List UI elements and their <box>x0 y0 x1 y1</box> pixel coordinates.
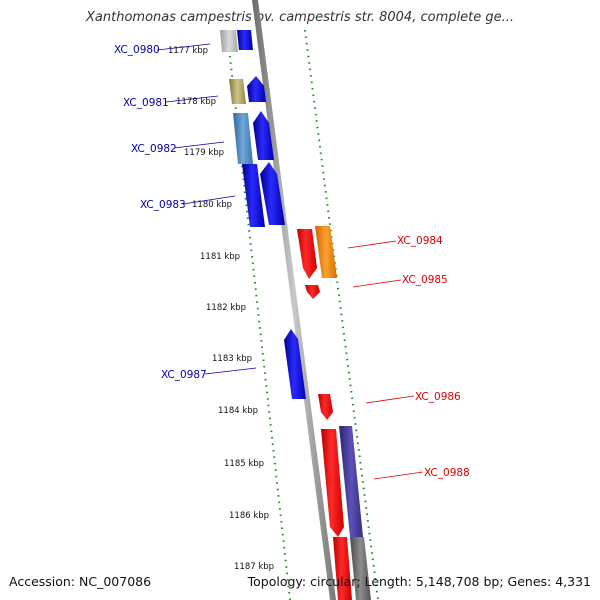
gene-xc0981-a <box>229 79 246 104</box>
tick-label: 1184 kbp <box>218 406 258 416</box>
gene-label: XC_0981 <box>123 97 169 109</box>
gene-xc0984-a <box>297 229 317 279</box>
tick-track-right <box>304 29 379 600</box>
gene-xc0983-b <box>260 162 285 225</box>
backbone <box>252 0 336 600</box>
tick-labels: 1177 kbp 1178 kbp 1179 kbp 1180 kbp 1181… <box>168 46 274 572</box>
gene-xc0987 <box>284 329 306 399</box>
tick-label: 1183 kbp <box>212 354 252 364</box>
topology-text: Topology: circular; Length: 5,148,708 bp… <box>247 574 591 589</box>
gene-xc0989 <box>333 537 352 600</box>
gene-xc0983-a <box>242 164 265 227</box>
gene-xc0988-c <box>350 537 371 600</box>
tick-label: 1186 kbp <box>229 511 269 521</box>
tick-label: 1178 kbp <box>176 97 216 107</box>
gene-label: XC_0980 <box>114 44 160 56</box>
tick-label: 1179 kbp <box>184 148 224 158</box>
gene-label: XC_0987 <box>161 369 207 381</box>
gene-label: XC_0988 <box>424 467 470 479</box>
accession-text: Accession: NC_007086 <box>9 574 152 589</box>
tick-label: 1185 kbp <box>224 459 264 469</box>
gene-xc0980 <box>237 30 253 50</box>
gene-xc0986 <box>318 394 333 420</box>
tick-label: 1187 kbp <box>234 562 274 572</box>
gene-xc0984-b <box>315 226 337 278</box>
tick-label: 1181 kbp <box>200 252 240 262</box>
gene-xc0988-b <box>339 426 363 537</box>
genome-title: Xanthomonas campestris pv. campestris st… <box>86 10 514 25</box>
tick-label: 1180 kbp <box>192 200 232 210</box>
gene-xc0985 <box>305 285 320 299</box>
right-gene-labels: XC_0984 XC_0985 XC_0986 XC_0988 <box>347 235 470 480</box>
gene-label: XC_0983 <box>140 199 186 211</box>
gene-label: XC_0985 <box>402 274 448 286</box>
left-gene-labels: XC_0980 XC_0981 XC_0982 XC_0983 XC_0987 <box>114 43 257 381</box>
gene-label: XC_0984 <box>397 235 443 247</box>
tick-label: 1177 kbp <box>168 46 208 56</box>
tick-track-left <box>226 29 291 600</box>
gene-xc0981-b <box>247 76 266 102</box>
gene-xc0988-a <box>321 429 344 537</box>
gene-xc0980-ncrna <box>220 30 238 52</box>
tick-label: 1182 kbp <box>206 303 246 313</box>
gene-label: XC_0982 <box>131 143 177 155</box>
gene-xc0982-a <box>233 113 253 164</box>
gene-xc0982-b <box>253 111 274 160</box>
gene-label: XC_0986 <box>415 391 461 403</box>
